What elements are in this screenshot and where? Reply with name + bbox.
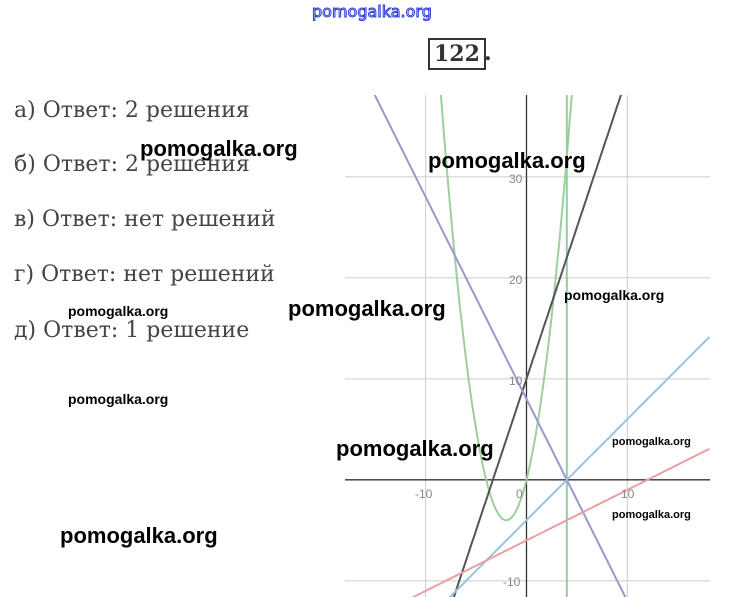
- problem-number: 122: [428, 38, 486, 70]
- problem-number-dot: .: [484, 40, 492, 66]
- watermark: pomogalka.org: [288, 296, 446, 321]
- x-tick-label: 0: [516, 487, 523, 501]
- parabola-curve-0: [439, 95, 573, 522]
- watermark: pomogalka.org: [564, 287, 665, 303]
- watermark: pomogalka.org: [68, 391, 169, 407]
- y-tick-label: 20: [509, 273, 523, 287]
- watermark: pomogalka.org: [68, 303, 169, 319]
- watermark: pomogalka.org: [336, 436, 494, 461]
- x-tick-label: 10: [621, 487, 635, 501]
- watermark: pomogalka.org: [428, 148, 586, 173]
- function-graph: -10 0 10 30 20 10 -10: [345, 95, 710, 597]
- x-tick-label: -10: [415, 487, 433, 501]
- line-graph-2: [452, 95, 623, 597]
- answer-e: д) Ответ: 1 решение: [14, 318, 250, 343]
- curves: [373, 95, 710, 597]
- y-tick-label: 30: [509, 172, 523, 186]
- line-graph-3: [373, 95, 627, 597]
- y-tick-label: -10: [503, 575, 521, 589]
- tick-labels: -10 0 10 30 20 10 -10: [415, 172, 635, 589]
- answer-a: а) Ответ: 2 решения: [14, 98, 250, 123]
- answer-b: б) Ответ: 2 решения: [14, 152, 250, 177]
- header-watermark: pomogalka.org: [312, 2, 433, 22]
- watermark: pomogalka.org: [612, 436, 691, 448]
- watermark: pomogalka.org: [140, 136, 298, 161]
- watermark: pomogalka.org: [60, 523, 218, 548]
- y-tick-label: 10: [509, 374, 523, 388]
- watermark: pomogalka.org: [612, 509, 691, 521]
- answer-d: г) Ответ: нет решений: [14, 262, 275, 287]
- grid: [345, 95, 710, 597]
- answer-c: в) Ответ: нет решений: [14, 207, 276, 232]
- line-graph-5: [411, 447, 710, 597]
- line-graph-4: [448, 336, 710, 597]
